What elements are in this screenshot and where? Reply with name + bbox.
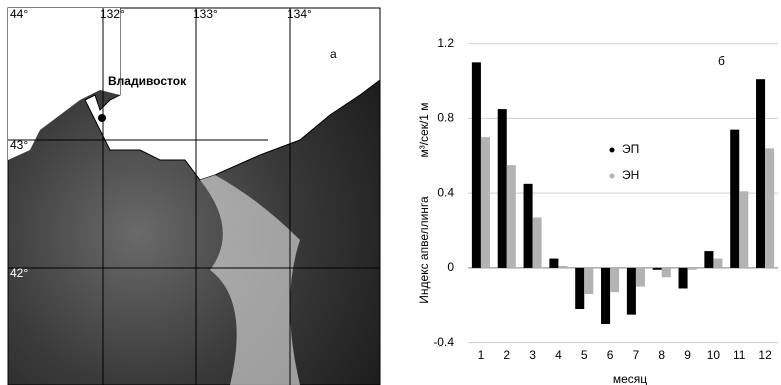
y-axis-label: Индекс апвеллинга [417,196,431,304]
x-tick-label: 9 [684,348,691,362]
y-tick-label: 0 [447,260,454,274]
bar [558,266,568,268]
y-tick-label: 0.4 [437,185,454,199]
bar [661,267,671,278]
x-axis-label: месяц [613,372,647,385]
panel-label: б [718,54,725,68]
bar [652,267,662,270]
x-tick-label: 12 [758,348,772,362]
bar [601,267,611,324]
bar [497,109,507,268]
x-tick-label: 4 [555,348,562,362]
y-axis-unit: м³/сек/1 м [417,102,431,157]
y-tick-label: 1.2 [437,36,454,50]
bar [480,137,490,268]
y-tick-label: -0.4 [433,335,454,349]
x-tick-label: 2 [503,348,510,362]
bar [713,258,723,268]
bar [626,267,636,315]
legend-label: ЭП [622,142,639,156]
x-tick-label: 5 [581,348,588,362]
light-water [200,175,300,385]
x-tick-label: 7 [633,348,640,362]
bar [610,267,620,293]
bar [471,62,481,268]
lon-label: 44° [10,7,28,21]
grid [8,8,380,385]
x-tick-label: 11 [733,348,746,362]
bar [549,258,559,268]
bar [730,129,740,268]
lon-label: 134° [287,7,312,21]
legend-marker [609,147,615,153]
land [84,7,381,181]
bar [756,79,766,268]
lat-label: 42° [10,266,28,280]
x-tick-label: 6 [607,348,614,362]
city-dot [98,114,106,122]
bar [704,251,714,268]
lon-label: 132° [100,7,125,21]
land [8,8,120,160]
bar [575,267,585,310]
x-tick-label: 3 [529,348,536,362]
bar [506,165,516,268]
map-panel: Владивосток а 44° 132° 133° 134° 43° 42° [7,7,381,385]
x-tick-label: 10 [707,348,721,362]
bar [532,217,542,268]
lon-label: 133° [193,7,218,21]
bar [765,148,775,268]
bar [687,267,697,270]
legend-marker [609,173,615,179]
lat-label: 43° [10,138,28,152]
bar [739,191,749,268]
x-tick-label: 1 [478,348,485,362]
x-tick-label: 8 [658,348,665,362]
city-label: Владивосток [108,74,187,88]
bar [678,267,688,289]
panel-label: а [330,47,337,61]
legend-label: ЭН [622,168,639,182]
bar [523,183,533,268]
bar [584,267,594,295]
bar [635,267,645,287]
y-tick-label: 0.8 [437,111,454,125]
